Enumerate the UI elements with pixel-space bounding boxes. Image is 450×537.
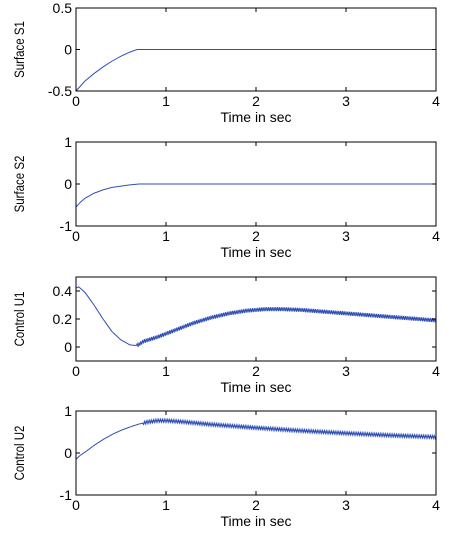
y-tick-label: 0 xyxy=(64,176,72,192)
x-axis-title: Time in sec xyxy=(220,379,291,395)
y-axis-title: Surface S1 xyxy=(11,21,27,78)
x-tick-label: 0 xyxy=(72,497,80,513)
x-tick-label: 0 xyxy=(72,93,80,109)
y-tick-label: 0.5 xyxy=(53,0,73,16)
x-tick-label: 3 xyxy=(342,93,350,109)
x-tick-label: 3 xyxy=(342,363,350,379)
x-tick-label: 2 xyxy=(252,228,260,244)
y-tick-label: 0 xyxy=(64,339,72,355)
y-axis-title: Surface S2 xyxy=(11,156,27,213)
x-tick-label: 0 xyxy=(72,228,80,244)
x-tick-label: 0 xyxy=(72,363,80,379)
series-line xyxy=(75,286,437,348)
x-tick-label: 1 xyxy=(162,497,170,513)
y-tick-label: 1 xyxy=(64,134,72,150)
y-tick-label: 0 xyxy=(64,445,72,461)
x-tick-label: 2 xyxy=(252,497,260,513)
series-line xyxy=(75,49,436,92)
y-axis-title: Control U1 xyxy=(11,292,27,347)
x-tick-label: 3 xyxy=(342,228,350,244)
x-tick-label: 1 xyxy=(162,93,170,109)
y-tick-label: -1 xyxy=(60,218,73,234)
series-line xyxy=(75,183,436,208)
y-tick-label: 0.2 xyxy=(53,311,73,327)
axes-box xyxy=(75,276,437,362)
y-axis-title: Control U2 xyxy=(11,426,27,481)
x-tick-label: 4 xyxy=(432,497,440,513)
x-tick-label: 4 xyxy=(432,228,440,244)
chart-panel-3: 0 1 2 3 4 0 0.2 0.4 Time in sec Control U1 xyxy=(11,276,440,395)
y-tick-label: 0 xyxy=(64,42,72,58)
x-tick-label: 1 xyxy=(162,363,170,379)
y-tick-label: -0.5 xyxy=(48,83,72,99)
x-tick-label: 2 xyxy=(252,93,260,109)
x-tick-label: 3 xyxy=(342,497,350,513)
series-line xyxy=(75,417,437,460)
y-tick-label: 1 xyxy=(64,403,72,419)
x-tick-label: 4 xyxy=(432,363,440,379)
axes-box xyxy=(75,410,437,496)
x-axis-title: Time in sec xyxy=(220,513,291,529)
x-tick-label: 2 xyxy=(252,363,260,379)
y-tick-label: 0.4 xyxy=(53,283,73,299)
x-tick-label: 4 xyxy=(432,93,440,109)
x-axis-title: Time in sec xyxy=(220,109,291,125)
x-axis-title: Time in sec xyxy=(220,244,291,260)
x-tick-label: 1 xyxy=(162,228,170,244)
y-tick-label: -1 xyxy=(60,487,73,503)
